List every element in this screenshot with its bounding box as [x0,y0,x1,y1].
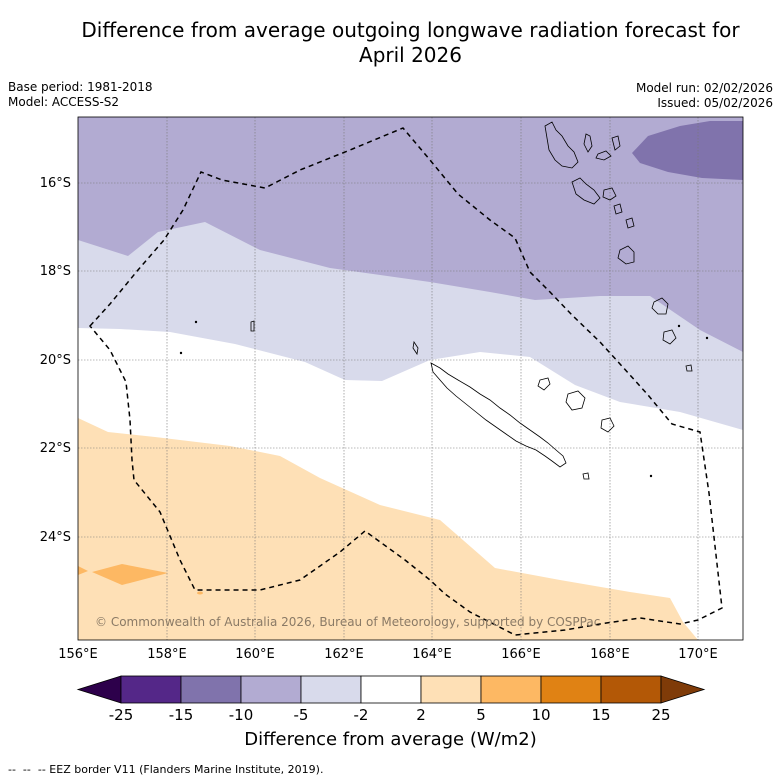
band-minus-15-to-minus-10 [632,121,743,180]
eez-legend-dash: -- -- [8,763,38,776]
colorbar-segment [240,675,302,704]
model-run: Model run: 02/02/2026 [635,81,773,95]
coastlines [179,121,709,480]
malakula-island [571,177,601,205]
anomaly-field [78,117,743,640]
meta-left: Base period: 1981-2018 Model: ACCESS-S2 [8,80,153,110]
lon-label-170e: 170°E [678,647,718,662]
efate-north [625,217,635,229]
tanna-island [662,329,677,345]
colorbar-title: Difference from average (W/m2) [244,729,537,750]
lat-label-20s: 20°S [40,353,71,368]
lon-label-156e: 156°E [58,647,98,662]
aneityum-island [685,364,693,372]
meta-right: Model run: 02/02/2026 Issued: 05/02/2026 [636,81,773,111]
colorbar-segment [480,675,542,704]
colorbar-tick-label: -25 [109,706,134,724]
lon-label-162e: 162°E [324,647,364,662]
colorbar-tick-label: 15 [591,706,610,724]
colorbar-segment [120,675,182,704]
colorbar-tick-label: -15 [169,706,194,724]
colorbar-extend-low [76,675,122,704]
title-line-1: Difference from average outgoing longwav… [81,18,740,42]
epi-island [602,187,617,201]
reef-dot-3 [649,474,653,478]
lat-labels: 16°S 18°S 20°S 22°S 24°S [40,176,71,545]
colorbar-segment [300,675,362,704]
reef-dot-2 [179,351,183,355]
eez-legend: -- -- -- EEZ border V11 (Flanders Marine… [8,763,323,776]
colorbar-tick-label: -2 [354,706,369,724]
eez-border [89,127,723,636]
chart-title: Difference from average outgoing longwav… [0,18,781,68]
ouvea-island [537,377,551,391]
ambae-island [611,135,621,151]
band-5-to-10-edge [78,566,88,575]
colorbar-tick-label: 10 [531,706,550,724]
lon-label-158e: 158°E [147,647,187,662]
colorbar-segment [360,675,422,704]
colorbar-tick-label: 5 [476,706,486,724]
graticule [78,117,743,640]
lat-label-18s: 18°S [40,264,71,279]
lon-labels: 156°E 158°E 160°E 162°E 164°E 166°E 168°… [58,647,718,662]
colorbar-segment [540,675,602,704]
chesterfield-islet [250,320,255,332]
lon-label-166e: 166°E [501,647,541,662]
maewo-island [583,133,593,153]
new-caledonia-coastline [430,362,567,468]
issued-date: Issued: 05/02/2026 [657,96,773,110]
espiritu-santo [544,121,579,169]
title-line-2: April 2026 [359,43,462,67]
eez-legend-text: -- EEZ border V11 (Flanders Marine Insti… [37,763,324,776]
lat-label-16s: 16°S [40,176,71,191]
lat-label-22s: 22°S [40,441,71,456]
colorbar-segment [180,675,242,704]
mare-island [600,417,615,433]
lat-label-24s: 24°S [40,530,71,545]
isle-of-pines [582,472,590,480]
band-5-to-10 [92,564,168,585]
model-name: Model: ACCESS-S2 [8,95,120,109]
lon-label-160e: 160°E [235,647,275,662]
lifou-island [565,390,586,411]
map-frame [77,116,744,641]
reef-dot-1 [194,320,198,324]
band-2-to-5 [78,418,698,640]
colorbar-tick-label: 25 [651,706,670,724]
colorbar-tick-label: 2 [416,706,426,724]
belep-islands [412,340,419,356]
lon-label-164e: 164°E [412,647,452,662]
colorbar-extend-high [660,675,706,704]
erromango-island [651,297,669,315]
colorbar-segment [600,675,662,704]
colorbar-tick-label: -10 [229,706,254,724]
reef-dot-5 [705,336,709,340]
shepherd-islands [613,203,623,215]
colorbar: -25 -15 -10 -5 -2 2 5 10 15 25 [76,675,706,724]
base-period: Base period: 1981-2018 [8,80,153,94]
band-5-to-10-spot [197,591,203,595]
lon-label-168e: 168°E [590,647,630,662]
reef-dot-4 [677,324,681,328]
efate-island [617,245,635,265]
colorbar-segment [420,675,482,704]
ambae-west [595,150,612,161]
colorbar-tick-label: -5 [294,706,309,724]
copyright-text: © Commonwealth of Australia 2026, Bureau… [95,615,600,629]
